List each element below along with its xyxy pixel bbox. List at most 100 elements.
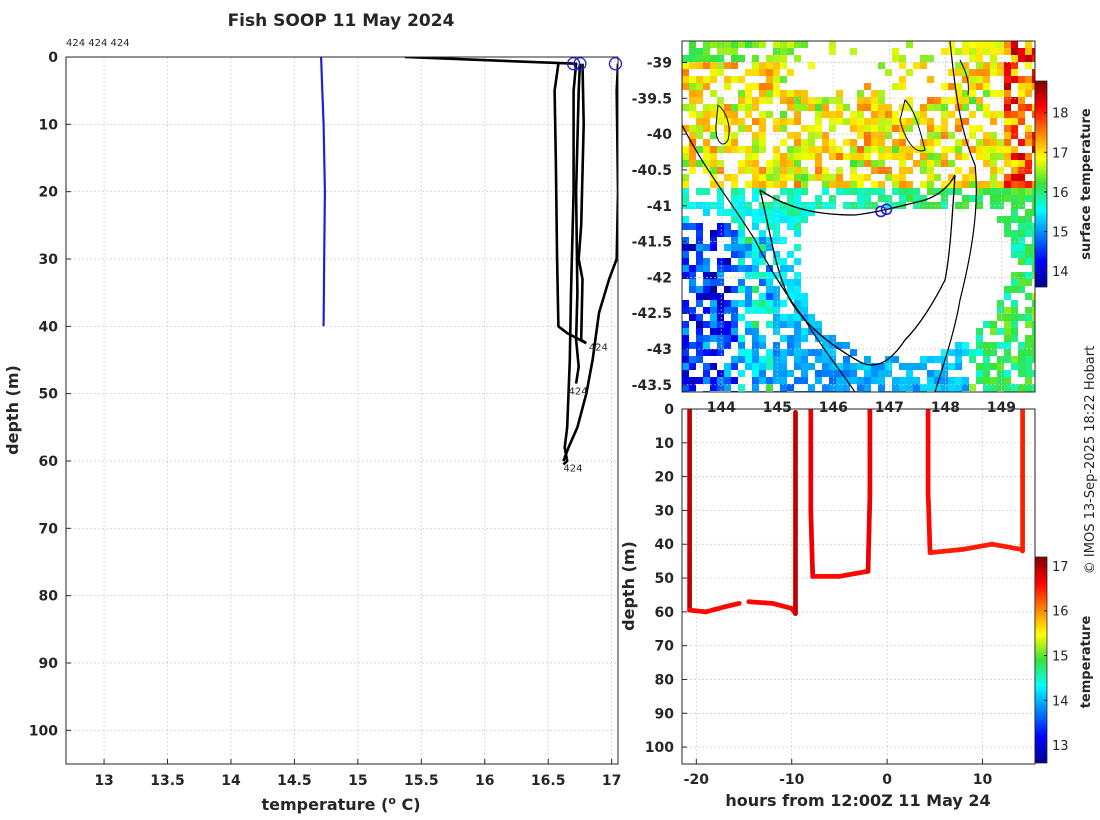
sst-cell bbox=[745, 286, 752, 293]
sst-cell bbox=[710, 76, 717, 83]
sst-cell bbox=[759, 370, 766, 377]
sst-cell bbox=[1004, 216, 1011, 223]
sst-cell bbox=[1018, 272, 1025, 279]
sst-cell bbox=[710, 286, 717, 293]
sst-cell bbox=[717, 314, 724, 321]
sst-cell bbox=[1011, 286, 1018, 293]
sst-cell bbox=[1004, 104, 1011, 111]
sst-cell bbox=[878, 167, 885, 174]
coastline-tasmania bbox=[759, 174, 956, 366]
sst-cell bbox=[703, 118, 710, 125]
sst-cell bbox=[1018, 258, 1025, 265]
sst-cell bbox=[962, 384, 969, 391]
sst-cell bbox=[1018, 202, 1025, 209]
sst-cell bbox=[773, 314, 780, 321]
sst-cell bbox=[682, 237, 689, 244]
sst-cell bbox=[1032, 349, 1035, 356]
sst-cell bbox=[710, 146, 717, 153]
sst-cell bbox=[990, 363, 997, 370]
sst-cell bbox=[689, 244, 696, 251]
sst-cell bbox=[731, 307, 738, 314]
sst-cell bbox=[843, 363, 850, 370]
sst-cell bbox=[780, 377, 787, 384]
sst-cell bbox=[899, 188, 906, 195]
sst-cell bbox=[885, 174, 892, 181]
sst-cell bbox=[1004, 195, 1011, 202]
sst-cell bbox=[759, 237, 766, 244]
sst-cell bbox=[682, 384, 689, 391]
sst-cell bbox=[1004, 83, 1011, 90]
sst-cell bbox=[794, 272, 801, 279]
sst-cell bbox=[906, 363, 913, 370]
sst-cell bbox=[766, 356, 773, 363]
sst-cell bbox=[920, 167, 927, 174]
sst-cell bbox=[920, 111, 927, 118]
sst-cell bbox=[773, 62, 780, 69]
sst-cell bbox=[983, 69, 990, 76]
sst-cell bbox=[934, 104, 941, 111]
sst-cell bbox=[801, 104, 808, 111]
left-y-ticks: 0 10 20 30 40 50 60 70 80 90 100 bbox=[29, 50, 71, 739]
sst-cell bbox=[1025, 251, 1032, 258]
sst-cell bbox=[1004, 286, 1011, 293]
sst-cell bbox=[962, 104, 969, 111]
sst-cell bbox=[941, 132, 948, 139]
sst-cell bbox=[864, 370, 871, 377]
sst-cell bbox=[941, 153, 948, 160]
sst-cell bbox=[696, 265, 703, 272]
sst-cell bbox=[864, 153, 871, 160]
sst-cell bbox=[731, 230, 738, 237]
sst-cell bbox=[738, 209, 745, 216]
sst-cell bbox=[1018, 167, 1025, 174]
sst-cell bbox=[801, 300, 808, 307]
sst-cell bbox=[962, 342, 969, 349]
sst-cell bbox=[717, 272, 724, 279]
sst-cell bbox=[724, 335, 731, 342]
sst-cell bbox=[997, 48, 1004, 55]
sst-cell bbox=[976, 55, 983, 62]
sst-cell bbox=[703, 349, 710, 356]
sst-cell bbox=[864, 104, 871, 111]
series-line-profile-1 bbox=[404, 57, 578, 466]
sst-cell bbox=[864, 195, 871, 202]
sst-cell bbox=[976, 125, 983, 132]
sst-cell bbox=[787, 174, 794, 181]
sst-cell bbox=[703, 111, 710, 118]
sst-cell bbox=[794, 279, 801, 286]
sst-cell bbox=[878, 132, 885, 139]
sst-cell bbox=[773, 300, 780, 307]
sst-colorbar-tick-label: 17 bbox=[1052, 146, 1069, 161]
sst-cell bbox=[682, 328, 689, 335]
sst-cell bbox=[955, 146, 962, 153]
sst-cell bbox=[955, 139, 962, 146]
sst-cell bbox=[808, 62, 815, 69]
sst-cell bbox=[983, 76, 990, 83]
sst-cell bbox=[745, 209, 752, 216]
sst-cell bbox=[1032, 111, 1035, 118]
sst-cell bbox=[1025, 83, 1032, 90]
sst-cell bbox=[738, 230, 745, 237]
surface-marker bbox=[573, 57, 587, 71]
sst-cell bbox=[766, 244, 773, 251]
sst-cell bbox=[773, 251, 780, 258]
sst-cell bbox=[906, 146, 913, 153]
sst-cell bbox=[836, 97, 843, 104]
sst-cell bbox=[941, 146, 948, 153]
sst-cell bbox=[906, 167, 913, 174]
sst-cell bbox=[1011, 153, 1018, 160]
sst-cell bbox=[836, 377, 843, 384]
sst-cell bbox=[871, 90, 878, 97]
sst-cell bbox=[857, 188, 864, 195]
sst-cell bbox=[1004, 118, 1011, 125]
sst-cell bbox=[983, 146, 990, 153]
sst-cell bbox=[689, 272, 696, 279]
map-y-tick-label: -40.5 bbox=[632, 163, 672, 179]
sst-cell bbox=[752, 328, 759, 335]
sst-cell bbox=[1004, 370, 1011, 377]
sst-cell bbox=[878, 188, 885, 195]
sst-cell bbox=[934, 377, 941, 384]
sst-cell bbox=[689, 146, 696, 153]
sst-cell bbox=[703, 265, 710, 272]
sst-cell bbox=[1032, 237, 1035, 244]
sst-cell bbox=[731, 104, 738, 111]
